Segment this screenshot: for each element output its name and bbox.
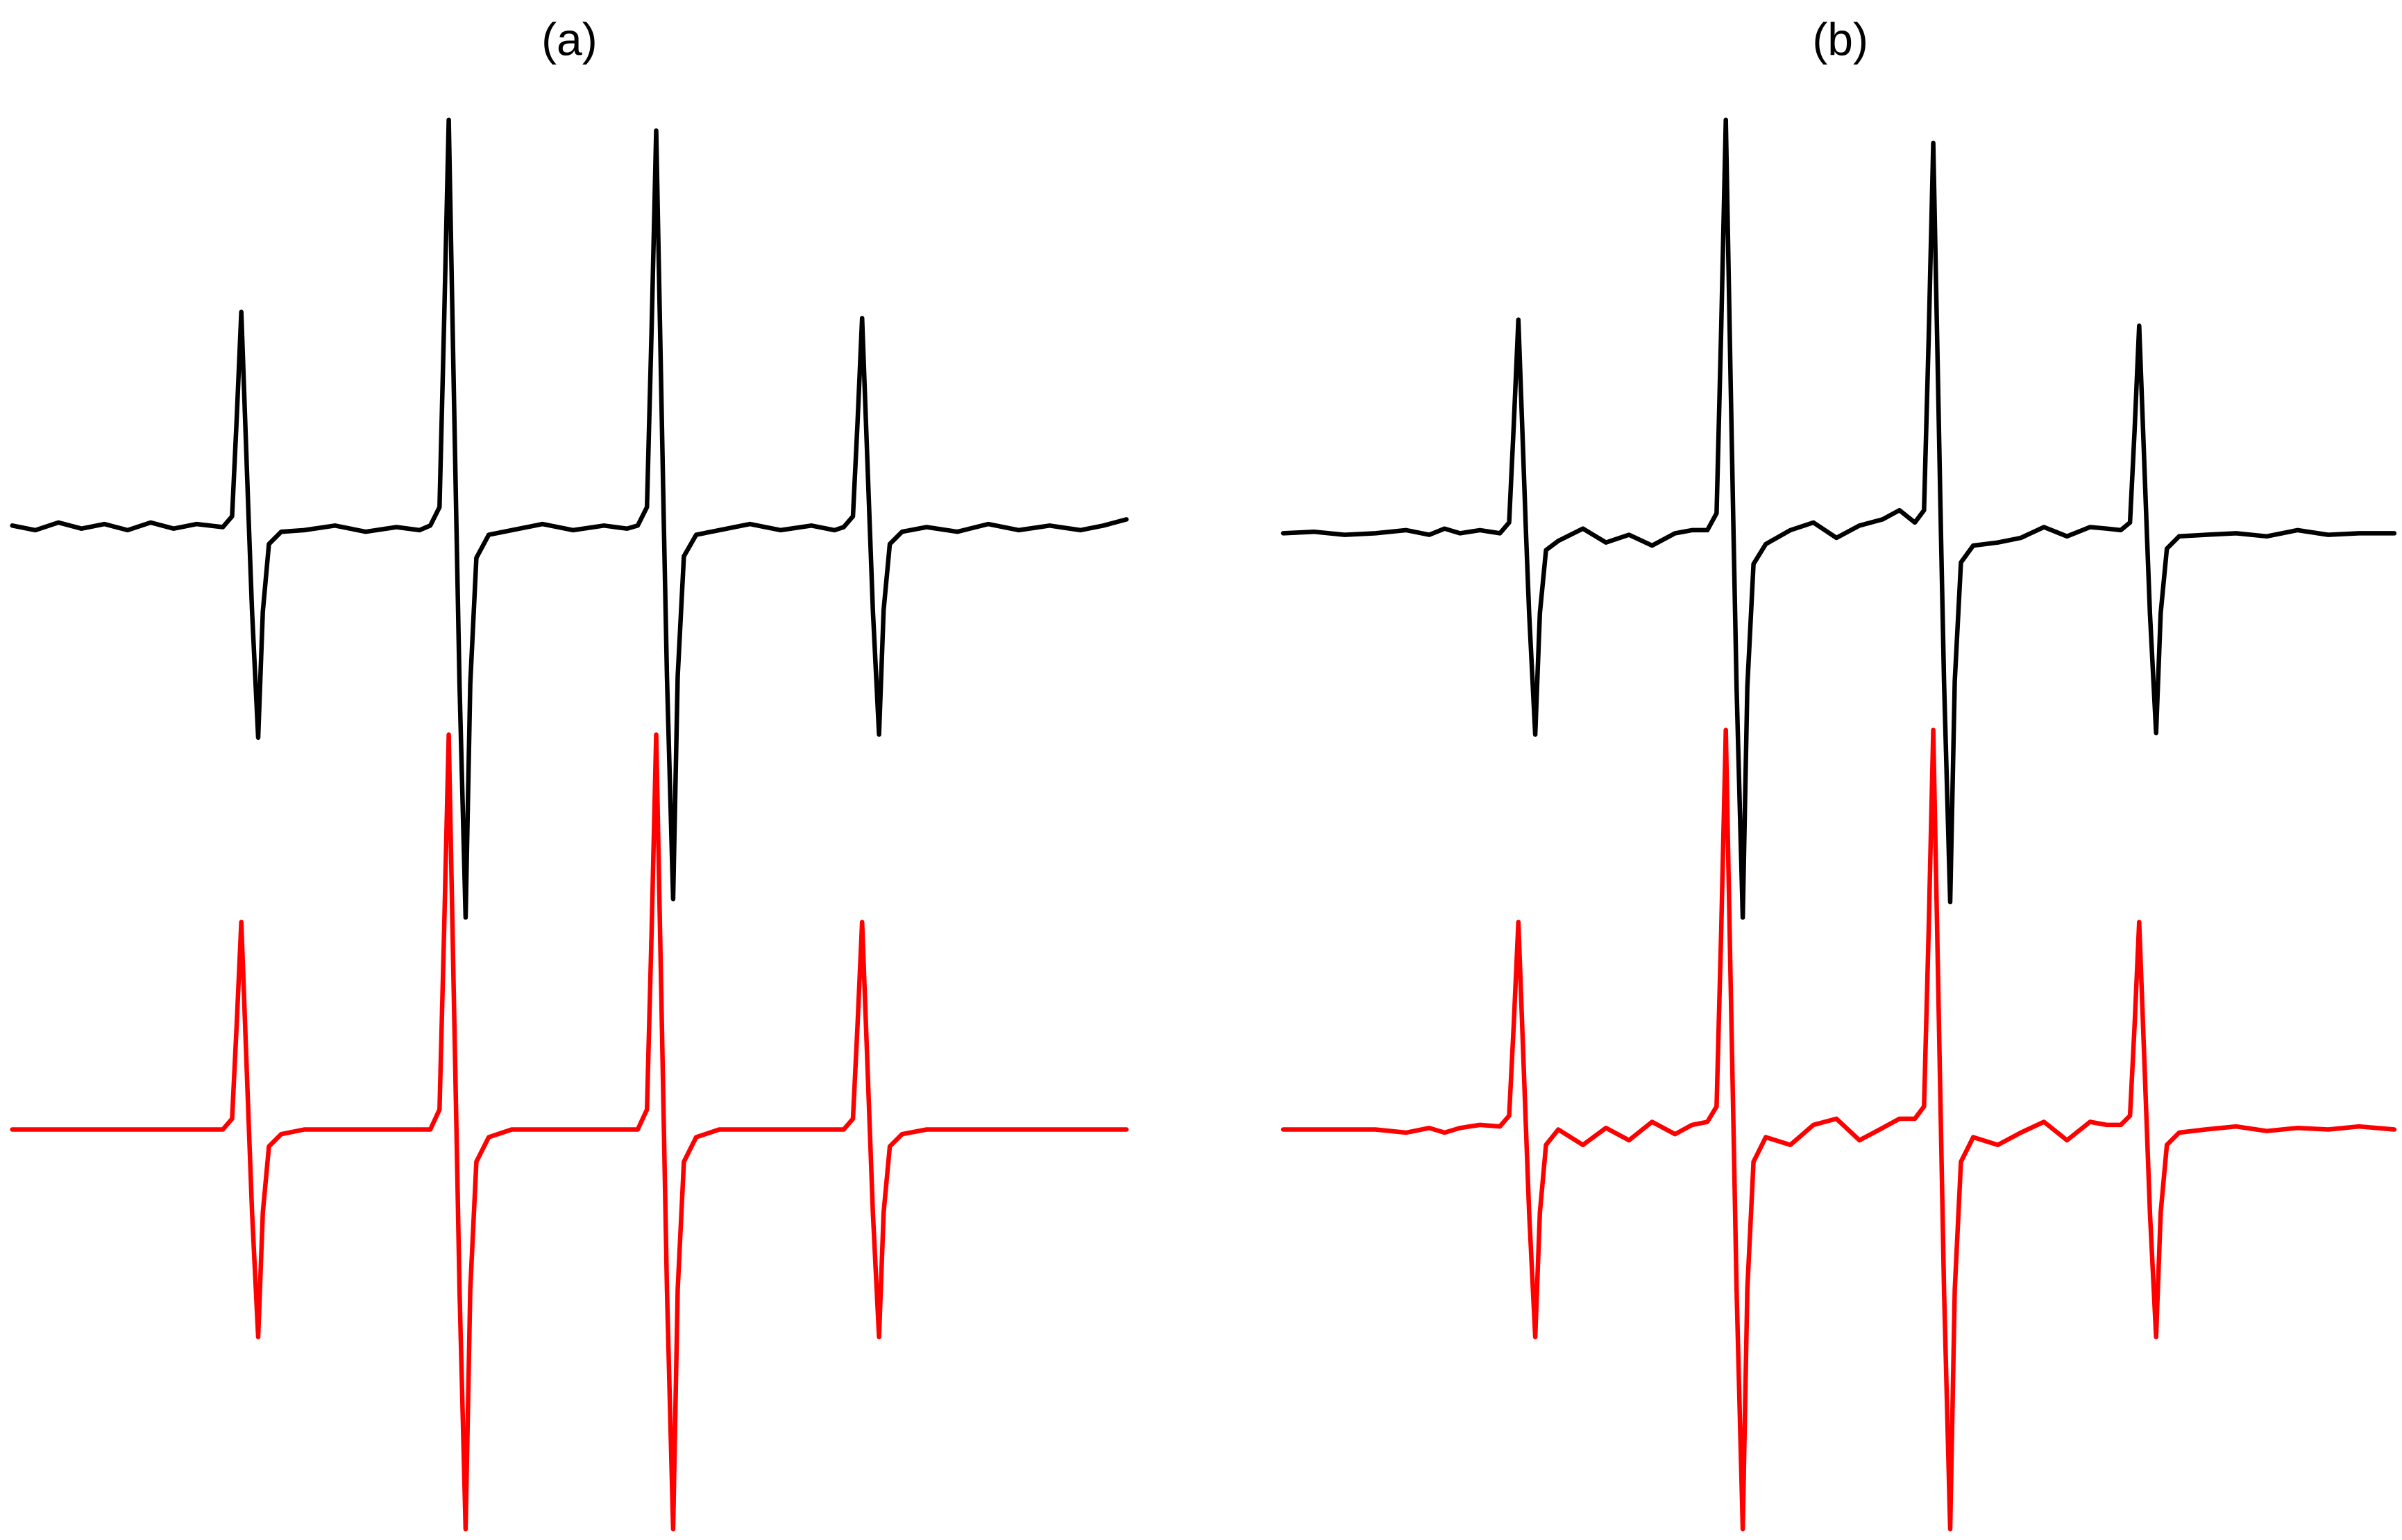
panel-title: (b) bbox=[1812, 13, 1868, 65]
trace bbox=[1280, 727, 2397, 1532]
trace bbox=[10, 117, 1129, 920]
trace bbox=[10, 732, 1129, 1532]
panel-title: (a) bbox=[541, 13, 598, 65]
trace bbox=[1280, 117, 2397, 920]
